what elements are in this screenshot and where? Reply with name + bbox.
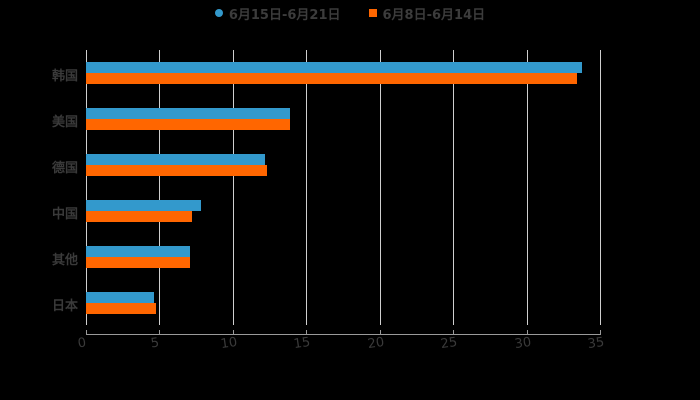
x-tick-label: 20: [366, 334, 386, 353]
x-tick-label: 10: [219, 334, 239, 353]
bar[interactable]: [86, 165, 267, 176]
category-label: 韩国: [51, 69, 78, 84]
x-tick: [380, 330, 381, 335]
gridline: [86, 50, 87, 325]
gridline: [233, 50, 234, 325]
x-tick: [86, 330, 87, 335]
x-tick-label: 25: [439, 334, 459, 353]
category-label: 德国: [51, 161, 78, 176]
x-tick-label: 30: [513, 334, 533, 353]
bar[interactable]: [86, 73, 577, 84]
series-marker-icon: [214, 9, 223, 17]
x-tick: [527, 330, 528, 335]
category-label: 美国: [51, 115, 78, 130]
legend-label: 6月15日-6月21日: [228, 7, 341, 23]
legend: 6月15日-6月21日 6月8日-6月14日: [0, 4, 700, 23]
bar[interactable]: [86, 211, 192, 222]
gridline: [159, 50, 160, 325]
category-label: 日本: [51, 299, 78, 314]
legend-item-week1[interactable]: 6月8日-6月14日: [368, 4, 486, 23]
bar[interactable]: [86, 154, 265, 165]
gridline: [527, 50, 528, 325]
bar[interactable]: [86, 62, 582, 73]
bar[interactable]: [86, 246, 190, 257]
x-tick-label: 15: [292, 334, 312, 353]
x-tick-label: 5: [149, 335, 161, 352]
bar[interactable]: [86, 108, 290, 119]
legend-item-week2[interactable]: 6月15日-6月21日: [214, 4, 341, 23]
x-tick: [233, 330, 234, 335]
legend-label: 6月8日-6月14日: [382, 7, 486, 23]
bar[interactable]: [86, 257, 190, 268]
category-label: 其他: [51, 253, 78, 268]
gridline: [453, 50, 454, 325]
bar[interactable]: [86, 200, 201, 211]
bar[interactable]: [86, 119, 290, 130]
gridline: [380, 50, 381, 325]
x-tick: [306, 330, 307, 335]
x-tick: [159, 330, 160, 335]
x-tick: [600, 330, 601, 335]
x-tick-label: 35: [586, 334, 606, 353]
bar[interactable]: [86, 303, 156, 314]
gridline: [306, 50, 307, 325]
gridline: [600, 50, 601, 325]
series-marker-icon: [368, 9, 377, 17]
x-tick-label: 0: [76, 335, 88, 352]
bar[interactable]: [86, 292, 154, 303]
category-label: 中国: [51, 207, 78, 222]
x-tick: [453, 330, 454, 335]
x-axis: [86, 334, 600, 335]
